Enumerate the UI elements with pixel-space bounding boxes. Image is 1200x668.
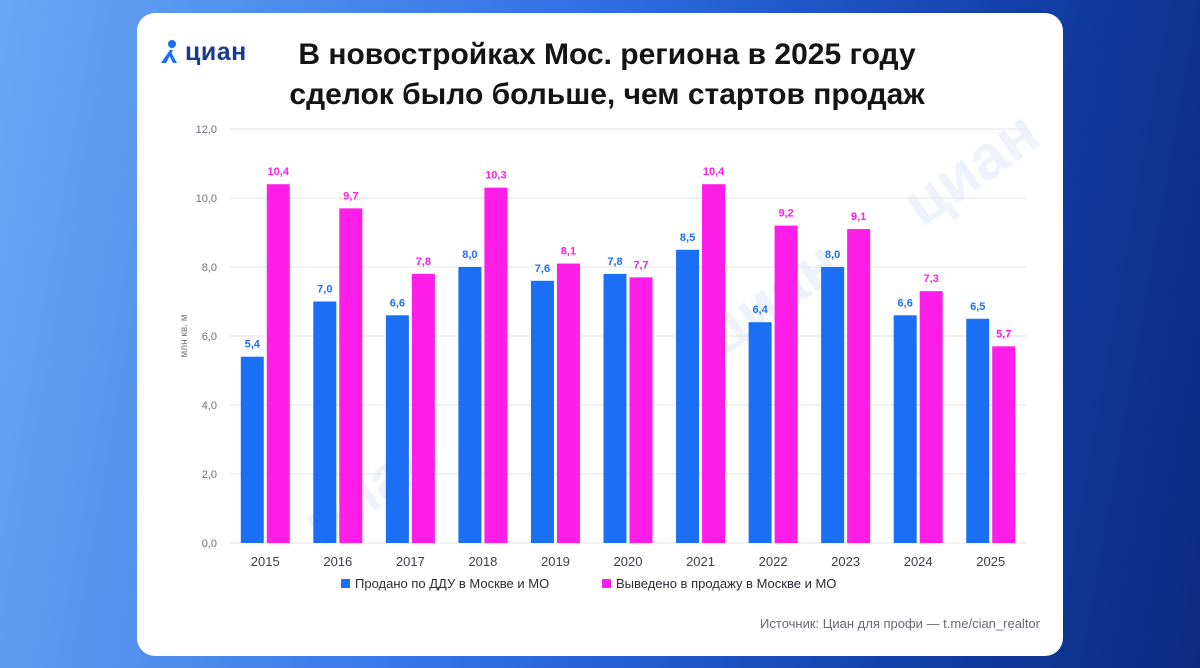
bar-sold	[821, 267, 845, 543]
x-tick-label: 2024	[904, 554, 933, 569]
source-note[interactable]: Источник: Циан для профи — t.me/cian_rea…	[760, 616, 1040, 631]
cian-logo[interactable]: циан	[159, 37, 247, 67]
bar-sold	[530, 280, 554, 543]
data-label-launched: 8,1	[561, 246, 576, 258]
x-tick-label: 2023	[831, 554, 860, 569]
bar-launched	[556, 263, 580, 543]
legend-label-launched: Выведено в продажу в Москве и МО	[616, 576, 836, 591]
bar-sold	[385, 315, 409, 543]
y-tick-label: 2,0	[202, 469, 217, 481]
data-label-launched: 10,4	[703, 166, 725, 178]
data-label-sold: 8,5	[680, 232, 695, 244]
data-label-launched: 7,8	[416, 256, 431, 268]
bar-launched	[919, 291, 943, 543]
bar-sold	[676, 249, 700, 543]
legend-swatch-sold	[341, 579, 350, 588]
cian-pin-logo-icon	[161, 40, 177, 63]
data-label-launched: 9,1	[851, 211, 866, 223]
y-axis-label: млн кв. м	[179, 314, 190, 357]
data-label-sold: 6,6	[390, 297, 405, 309]
y-tick-label: 8,0	[202, 262, 217, 274]
x-tick-label: 2021	[686, 554, 715, 569]
data-label-launched: 10,3	[485, 170, 506, 182]
bar-launched	[484, 187, 508, 543]
bar-sold	[240, 356, 264, 543]
bar-sold	[458, 267, 482, 543]
data-label-sold: 6,4	[752, 304, 768, 316]
x-tick-label: 2017	[396, 554, 425, 569]
y-tick-label: 12,0	[196, 124, 217, 136]
bar-launched	[266, 184, 290, 543]
y-tick-label: 10,0	[196, 193, 217, 205]
title-line-2: сделок было больше, чем стартов продаж	[289, 78, 925, 111]
data-label-launched: 9,7	[343, 190, 358, 202]
legend-swatch-launched	[602, 579, 611, 588]
chart-card: циан циан циан циан В новостройках Мос. …	[137, 13, 1063, 656]
bar-launched	[847, 229, 871, 544]
data-label-sold: 7,6	[535, 263, 550, 275]
data-label-launched: 9,2	[778, 208, 793, 220]
bar-sold	[966, 318, 990, 543]
data-label-sold: 5,4	[245, 339, 261, 351]
data-label-sold: 7,0	[317, 284, 332, 296]
x-tick-label: 2015	[251, 554, 280, 569]
x-tick-label: 2025	[976, 554, 1005, 569]
data-label-launched: 5,7	[996, 328, 1011, 340]
bar-launched	[702, 184, 726, 543]
y-tick-label: 6,0	[202, 331, 217, 343]
bar-launched	[992, 346, 1016, 543]
bar-launched	[774, 225, 798, 543]
data-label-launched: 7,3	[924, 273, 939, 285]
bar-launched	[629, 277, 653, 543]
data-label-sold: 6,6	[898, 297, 913, 309]
bar-chart: 0,0 2,0 4,0 6,0 8,0 10,0 12,0 млн кв. м 5,4 10,4 2…	[179, 124, 1027, 591]
data-label-sold: 7,8	[607, 256, 622, 268]
legend-label-sold: Продано по ДДУ в Москве и МО	[355, 576, 549, 591]
data-label-launched: 7,7	[633, 259, 648, 271]
y-tick-label: 0,0	[202, 538, 217, 550]
x-tick-label: 2016	[323, 554, 352, 569]
bar-sold	[603, 273, 627, 543]
data-label-launched: 10,4	[268, 166, 290, 178]
bar-launched	[339, 208, 363, 543]
y-tick-label: 4,0	[202, 400, 217, 412]
data-label-sold: 8,0	[825, 249, 840, 261]
page-title: В новостройках Мос. региона в 2025 году …	[247, 35, 967, 115]
bar-sold	[893, 315, 917, 543]
x-tick-label: 2020	[614, 554, 643, 569]
x-tick-label: 2018	[468, 554, 497, 569]
bar-launched	[411, 273, 435, 543]
logo-text: циан	[185, 37, 247, 66]
x-tick-label: 2019	[541, 554, 570, 569]
data-label-sold: 6,5	[970, 301, 985, 313]
title-line-1: В новостройках Мос. региона в 2025 году	[298, 38, 916, 71]
bar-sold	[313, 301, 337, 543]
data-label-sold: 8,0	[462, 249, 477, 261]
x-tick-label: 2022	[759, 554, 788, 569]
bar-sold	[748, 322, 772, 543]
